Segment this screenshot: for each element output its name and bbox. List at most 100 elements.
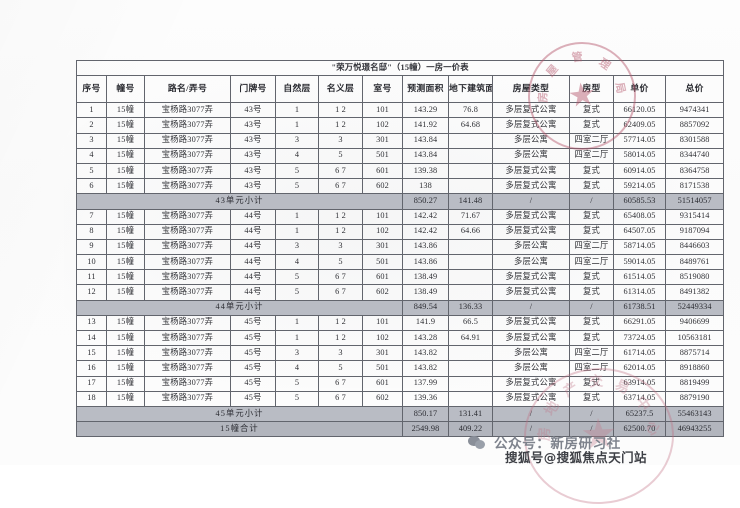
price-table-container: "荣万悦璟名邸"（15幢）一房一价表 序号 幢号 路名/弄号 门牌号 自然层 名… xyxy=(75,59,725,438)
column-header-room: 室号 xyxy=(362,75,403,104)
subtotal-unit-price: 65237.5 xyxy=(613,405,666,423)
row-cell-basement xyxy=(448,360,493,377)
subtotal-house-type: / xyxy=(492,193,570,210)
row-cell-door: 44号 xyxy=(230,208,276,225)
row-cell-room: 601 xyxy=(362,375,403,392)
table-row: 1 15幢 宝杨路3077弄 43号 1 1 2 101 143.29 76.8 多层复式公寓 复式… xyxy=(76,102,725,119)
row-cell-building: 15幢 xyxy=(106,208,145,225)
row-cell-door: 43号 xyxy=(230,178,276,195)
subtotal-total: 55463143 xyxy=(664,405,725,423)
row-cell-door: 43号 xyxy=(230,162,276,180)
row-cell-total: 8364758 xyxy=(664,162,725,180)
table-row: 6 15幢 宝杨路3077弄 43号 5 6 7 602 138 多层复式公寓 复式 59214.0… xyxy=(76,178,725,195)
table-row: 10 15幢 宝杨路3077弄 44号 4 5 501 143.86 多层公寓 四室二厅 59014… xyxy=(76,254,725,271)
row-cell-house-type: 多层复式公寓 xyxy=(492,390,570,407)
column-header-basement: 地下建筑面积 xyxy=(448,75,493,104)
table-subtotal-row: 43单元小计 850.27 141.48//60585.53 51514057 xyxy=(76,193,725,210)
row-cell-area: 143.28 xyxy=(402,329,449,347)
row-cell-area: 141.9 xyxy=(402,314,449,332)
row-cell-nominal: 3 xyxy=(318,132,363,149)
row-cell-house-type: 多层复式公寓 xyxy=(492,178,570,195)
row-cell-house-type: 多层复式公寓 xyxy=(492,329,570,347)
row-cell-layout: 复式 xyxy=(569,117,614,134)
row-cell-natural: 5 xyxy=(275,269,319,286)
row-cell-basement xyxy=(448,162,493,180)
row-cell-area: 137.99 xyxy=(402,375,449,392)
row-cell-building: 15幢 xyxy=(106,329,145,347)
row-cell-layout: 四室二厅 xyxy=(569,238,614,256)
row-cell-room: 101 xyxy=(362,102,403,119)
row-cell-total: 8491382 xyxy=(664,284,725,301)
row-cell-building: 15幢 xyxy=(106,132,145,149)
row-cell-building: 15幢 xyxy=(106,117,145,134)
row-cell-house-type: 多层复式公寓 xyxy=(492,117,570,134)
row-cell-door: 45号 xyxy=(230,375,276,392)
row-cell-seq: 1 xyxy=(76,102,107,119)
row-cell-unit-price: 64507.05 xyxy=(613,223,666,240)
row-cell-layout: 四室二厅 xyxy=(569,360,614,377)
subtotal-total: 51514057 xyxy=(664,193,725,210)
row-cell-unit-price: 63914.05 xyxy=(613,375,666,392)
wechat-account-label: 公众号：新房研习社 xyxy=(494,436,621,452)
row-cell-building: 15幢 xyxy=(106,284,145,301)
row-cell-road: 宝杨路3077弄 xyxy=(144,390,231,407)
document-title-row: "荣万悦璟名邸"（15幢）一房一价表 xyxy=(75,59,725,77)
row-cell-unit-price: 61714.05 xyxy=(613,345,666,362)
row-cell-nominal: 1 2 xyxy=(318,223,363,240)
table-row: 4 15幢 宝杨路3077弄 43号 4 5 501 143.84 多层公寓 四室二厅 58014.… xyxy=(76,147,725,164)
row-cell-layout: 复式 xyxy=(569,314,614,332)
subtotal-house-type: / xyxy=(492,421,570,438)
row-cell-unit-price: 61514.05 xyxy=(613,269,666,286)
row-cell-area: 138 xyxy=(402,178,449,195)
row-cell-room: 602 xyxy=(362,390,403,407)
row-cell-nominal: 6 7 xyxy=(318,284,363,301)
row-cell-basement xyxy=(448,178,493,195)
row-cell-room: 501 xyxy=(362,254,403,271)
row-cell-basement xyxy=(448,269,493,286)
row-cell-layout: 复式 xyxy=(569,329,614,347)
row-cell-road: 宝杨路3077弄 xyxy=(144,345,231,362)
row-cell-room: 601 xyxy=(362,269,403,286)
row-cell-house-type: 多层复式公寓 xyxy=(492,284,570,301)
row-cell-natural: 1 xyxy=(275,117,319,134)
row-cell-nominal: 5 xyxy=(318,147,363,164)
row-cell-room: 102 xyxy=(362,329,403,347)
row-cell-layout: 四室二厅 xyxy=(569,147,614,164)
subtotal-area: 850.17 xyxy=(402,405,449,423)
row-cell-layout: 四室二厅 xyxy=(569,254,614,271)
row-cell-natural: 3 xyxy=(275,345,319,362)
row-cell-house-type: 多层公寓 xyxy=(492,238,570,256)
row-cell-seq: 12 xyxy=(76,284,107,301)
row-cell-nominal: 1 2 xyxy=(318,208,363,225)
row-cell-total: 8446603 xyxy=(664,238,725,256)
subtotal-layout: / xyxy=(569,405,614,423)
row-cell-door: 44号 xyxy=(230,238,276,256)
row-cell-nominal: 5 xyxy=(318,254,363,271)
table-subtotal-row: 44单元小计 849.54 136.33//61738.51 52449334 xyxy=(76,299,725,316)
row-cell-building: 15幢 xyxy=(106,178,145,195)
table-row: 15 15幢 宝杨路3077弄 45号 3 3 301 143.82 多层公寓 四室二厅 61714… xyxy=(76,345,725,362)
row-cell-seq: 10 xyxy=(76,254,107,271)
row-cell-natural: 1 xyxy=(275,208,319,225)
subtotal-house-type: / xyxy=(492,299,570,316)
row-cell-door: 45号 xyxy=(230,329,276,347)
row-cell-basement: 64.91 xyxy=(448,329,493,347)
row-cell-total: 8301588 xyxy=(664,132,725,149)
row-cell-seq: 3 xyxy=(76,132,107,149)
row-cell-road: 宝杨路3077弄 xyxy=(144,178,231,195)
row-cell-area: 139.38 xyxy=(402,162,449,180)
row-cell-road: 宝杨路3077弄 xyxy=(144,223,231,240)
row-cell-area: 139.36 xyxy=(402,390,449,407)
row-cell-nominal: 3 xyxy=(318,238,363,256)
row-cell-nominal: 5 xyxy=(318,360,363,377)
row-cell-unit-price: 73724.05 xyxy=(613,329,666,347)
row-cell-road: 宝杨路3077弄 xyxy=(144,162,231,180)
row-cell-layout: 复式 xyxy=(569,208,614,225)
row-cell-natural: 5 xyxy=(275,178,319,195)
row-cell-nominal: 1 2 xyxy=(318,314,363,332)
row-cell-door: 43号 xyxy=(230,117,276,134)
row-cell-area: 143.86 xyxy=(402,254,449,271)
subtotal-area: 2549.98 xyxy=(402,421,449,438)
table-row: 11 15幢 宝杨路3077弄 44号 5 6 7 601 138.49 多层复式公寓 复式 615… xyxy=(76,269,725,286)
row-cell-room: 601 xyxy=(362,162,403,180)
